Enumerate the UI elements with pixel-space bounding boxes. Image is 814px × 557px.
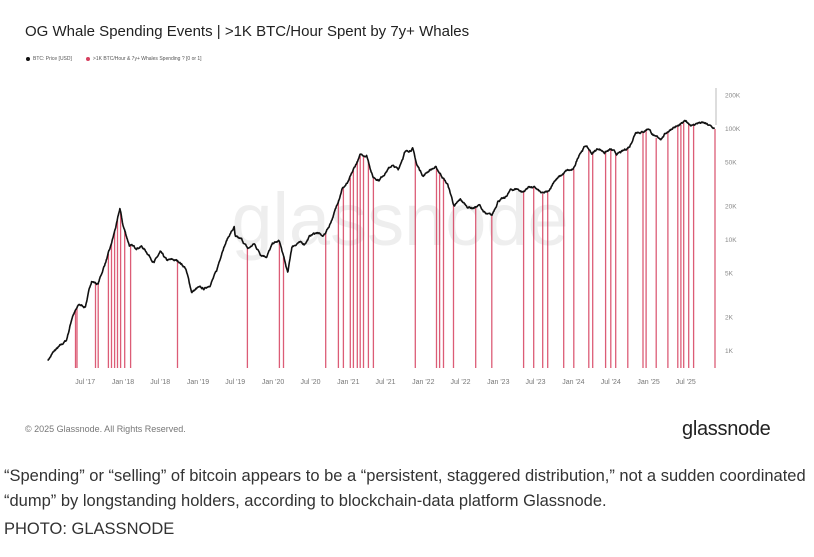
chart-legend: BTC: Price [USD] >1K BTC/Hour & 7y+ Whal… bbox=[26, 56, 202, 62]
y-tick-label: 5K bbox=[725, 270, 734, 277]
chart-title: OG Whale Spending Events | >1K BTC/Hour … bbox=[25, 23, 470, 40]
y-tick-label: 20K bbox=[725, 204, 737, 211]
x-tick-label: Jul '23 bbox=[525, 379, 545, 386]
x-tick-label: Jul '17 bbox=[75, 379, 95, 386]
legend-dot-icon bbox=[85, 56, 90, 61]
x-tick-label: Jan '18 bbox=[112, 379, 134, 386]
x-tick-label: Jan '25 bbox=[637, 379, 659, 386]
legend-label: BTC: Price [USD] bbox=[33, 56, 72, 62]
y-tick-label: 100K bbox=[725, 126, 741, 133]
legend-item-spending[interactable]: >1K BTC/Hour & 7y+ Whales Spending ? [0 … bbox=[85, 56, 202, 62]
x-tick-label: Jan '24 bbox=[562, 379, 584, 386]
price-line bbox=[47, 119, 716, 361]
x-tick-label: Jul '24 bbox=[601, 379, 621, 386]
x-tick-label: Jan '19 bbox=[187, 379, 209, 386]
x-tick-label: Jul '20 bbox=[300, 379, 320, 386]
caption: “Spending” or “selling” of bitcoin appea… bbox=[4, 467, 806, 510]
legend-item-price[interactable]: BTC: Price [USD] bbox=[26, 56, 72, 62]
y-tick-label: 200K bbox=[725, 93, 741, 100]
x-tick-label: Jul '19 bbox=[225, 379, 245, 386]
x-tick-label: Jan '22 bbox=[412, 379, 434, 386]
watermark: glassnode bbox=[231, 178, 568, 261]
chart-plot: glassnode 1K 2K 5K 10K 20K 50K 100K 200K Jul '1… bbox=[47, 88, 741, 386]
x-tick-label: Jan '20 bbox=[262, 379, 284, 386]
x-tick-label: Jul '21 bbox=[375, 379, 395, 386]
y-tick-label: 1K bbox=[725, 348, 734, 355]
x-tick-label: Jul '22 bbox=[450, 379, 470, 386]
legend-dot-icon bbox=[26, 56, 30, 61]
photo-credit: PHOTO: GLASSNODE bbox=[4, 520, 175, 538]
y-tick-label: 50K bbox=[725, 159, 737, 166]
x-tick-label: Jan '21 bbox=[337, 379, 359, 386]
x-tick-label: Jan '23 bbox=[487, 379, 509, 386]
legend-label: >1K BTC/Hour & 7y+ Whales Spending ? [0 … bbox=[92, 56, 202, 62]
x-tick-label: Jul '25 bbox=[676, 379, 696, 386]
copyright: © 2025 Glassnode. All Rights Reserved. bbox=[25, 424, 186, 434]
glassnode-logo: glassnode bbox=[682, 418, 771, 440]
y-tick-label: 2K bbox=[725, 315, 734, 322]
y-tick-label: 10K bbox=[725, 237, 737, 244]
x-tick-label: Jul '18 bbox=[150, 379, 170, 386]
